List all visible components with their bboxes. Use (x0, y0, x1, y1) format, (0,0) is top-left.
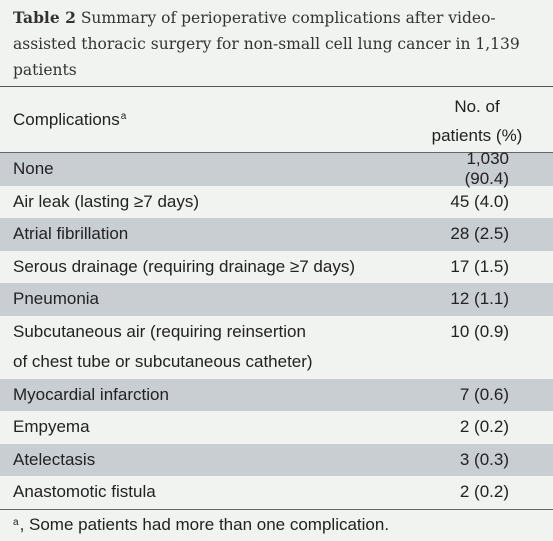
row-complication: Serous drainage (requiring drainage ≥7 d… (13, 256, 355, 276)
row-value: 2 (0.2) (459, 417, 509, 437)
row-complication: Air leak (lasting ≥7 days) (13, 191, 200, 211)
row-complication: Myocardial infarction (13, 384, 169, 404)
row-value: 45 (4.0) (450, 191, 509, 211)
row-value: 17 (1.5) (450, 256, 509, 276)
row-value: 2 (0.2) (459, 482, 509, 502)
footnote-marker: a (13, 517, 19, 528)
row-value: 12 (1.1) (450, 289, 509, 309)
row-complication: Empyema (13, 417, 90, 437)
table-row: Myocardial infarction 7 (0.6) (0, 378, 553, 411)
row-complication: None (13, 159, 54, 179)
table-row: Serous drainage (requiring drainage ≥7 d… (0, 251, 553, 284)
row-value: 7 (0.6) (459, 384, 509, 404)
row-value: 1,030 (90.4) (464, 149, 509, 189)
row-complication: Atrial fibrillation (13, 224, 129, 244)
table-row: Air leak (lasting ≥7 days) 45 (4.0) (0, 186, 553, 219)
header-patients: No. of patients (%) (407, 87, 553, 152)
table-row: None 1,030 (90.4) (0, 149, 553, 188)
table-title: Summary of perioperative complications a… (13, 9, 520, 79)
row-complication: Subcutaneous air (requiring reinsertion … (0, 316, 423, 377)
row-complication: Pneumonia (13, 289, 100, 309)
row-value: 3 (0.3) (459, 449, 509, 469)
row-value: 28 (2.5) (450, 224, 509, 244)
row-complication: Atelectasis (13, 449, 96, 469)
header-patients-line2: patients (%) (431, 126, 523, 145)
table-footnote: a, Some patients had more than one compl… (0, 508, 553, 540)
header-complications-label: Complications (13, 109, 120, 129)
header-patients-line1: No. of (454, 97, 500, 116)
table-row: Pneumonia 12 (1.1) (0, 283, 553, 316)
table-row: Anastomotic fistula 2 (0.2) (0, 476, 553, 509)
row-complication-line1: Subcutaneous air (requiring reinsertion (13, 321, 306, 341)
table-row: Atrial fibrillation 28 (2.5) (0, 218, 553, 251)
row-complication: Anastomotic fistula (13, 482, 156, 502)
row-value: 10 (0.9) (450, 321, 509, 341)
header-complications: Complications a (0, 87, 407, 152)
footnote-text: , Some patients had more than one compli… (19, 514, 390, 534)
header-footnote-marker: a (120, 111, 127, 122)
table-caption: Table 2 Summary of perioperative complic… (0, 0, 553, 87)
table-row: Empyema 2 (0.2) (0, 411, 553, 444)
table-label: Table 2 (13, 8, 76, 27)
row-complication-line2: of chest tube or subcutaneous catheter) (13, 351, 313, 371)
table-header: Complications a No. of patients (%) (0, 87, 553, 153)
table-row: Atelectasis 3 (0.3) (0, 443, 553, 476)
table-row: Subcutaneous air (requiring reinsertion … (0, 316, 553, 379)
